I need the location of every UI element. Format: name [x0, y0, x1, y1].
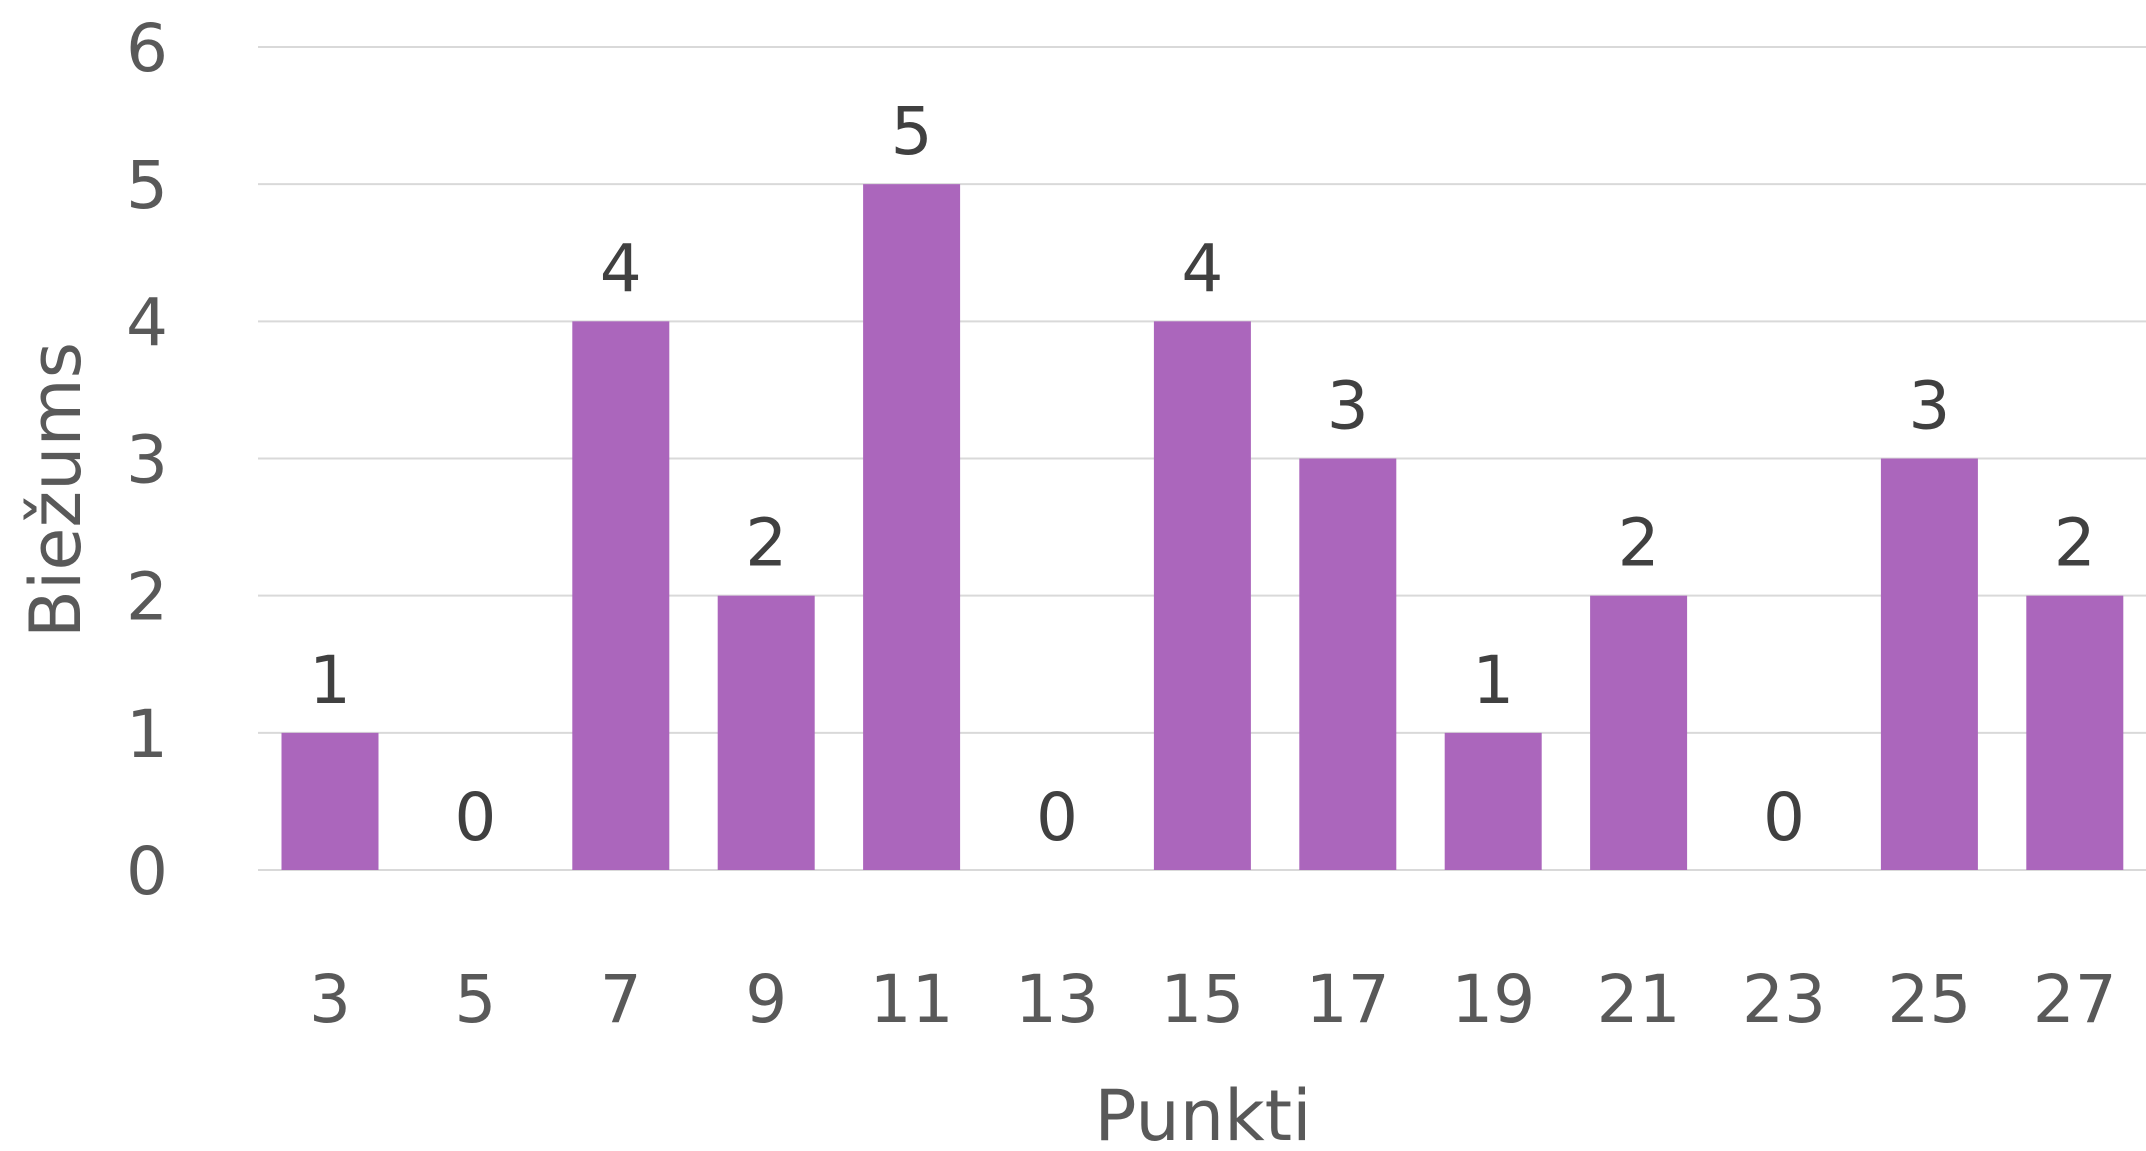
x-tick-label: 5	[454, 961, 496, 1038]
bar	[2026, 595, 2124, 870]
data-label: 2	[1618, 505, 1660, 582]
y-axis-title: Biežums	[15, 342, 97, 638]
x-axis-title: Punkti	[1094, 1075, 1311, 1151]
data-label: 5	[891, 93, 933, 170]
data-label: 3	[1327, 368, 1369, 445]
data-label: 1	[1472, 642, 1514, 719]
bars	[281, 184, 2124, 870]
bar	[1153, 321, 1251, 870]
y-tick-label: 3	[126, 422, 168, 499]
x-tick-label: 13	[1015, 961, 1099, 1038]
data-label: 0	[1036, 779, 1078, 856]
y-tick-label: 2	[126, 559, 168, 636]
bar	[1880, 458, 1978, 870]
bar	[863, 184, 961, 870]
x-tick-label: 11	[870, 961, 954, 1038]
x-tick-label: 3	[309, 961, 351, 1038]
data-label: 2	[2054, 505, 2096, 582]
x-tick-label: 27	[2033, 961, 2117, 1038]
y-axis-ticks: 0 1 2 3 4 5 6	[126, 10, 168, 910]
y-tick-label: 4	[126, 284, 168, 361]
y-tick-label: 6	[126, 10, 168, 87]
data-label: 0	[1763, 779, 1805, 856]
x-tick-label: 23	[1742, 961, 1826, 1038]
y-tick-label: 0	[126, 833, 168, 910]
bar	[281, 732, 379, 870]
data-label: 2	[745, 505, 787, 582]
data-label: 1	[309, 642, 351, 719]
data-labels: 1 0 4 2 5 0 4 3 1 2 0 3 2	[309, 93, 2096, 856]
data-label: 4	[600, 230, 642, 307]
data-label: 3	[1908, 368, 1950, 445]
bar	[572, 321, 670, 870]
x-axis-ticks: 3 5 7 9 11 13 15 17 19 21 23 25 27	[309, 961, 2117, 1038]
bar	[1590, 595, 1688, 870]
bar	[717, 595, 815, 870]
data-label: 4	[1181, 230, 1223, 307]
data-label: 0	[454, 779, 496, 856]
x-tick-label: 21	[1597, 961, 1681, 1038]
x-tick-label: 7	[600, 961, 642, 1038]
bar	[1444, 732, 1542, 870]
y-tick-label: 5	[126, 147, 168, 224]
x-tick-label: 19	[1451, 961, 1535, 1038]
x-tick-label: 9	[745, 961, 787, 1038]
x-tick-label: 17	[1306, 961, 1390, 1038]
bar	[1299, 458, 1397, 870]
y-tick-label: 1	[126, 696, 168, 773]
x-tick-label: 25	[1887, 961, 1971, 1038]
x-tick-label: 15	[1160, 961, 1244, 1038]
